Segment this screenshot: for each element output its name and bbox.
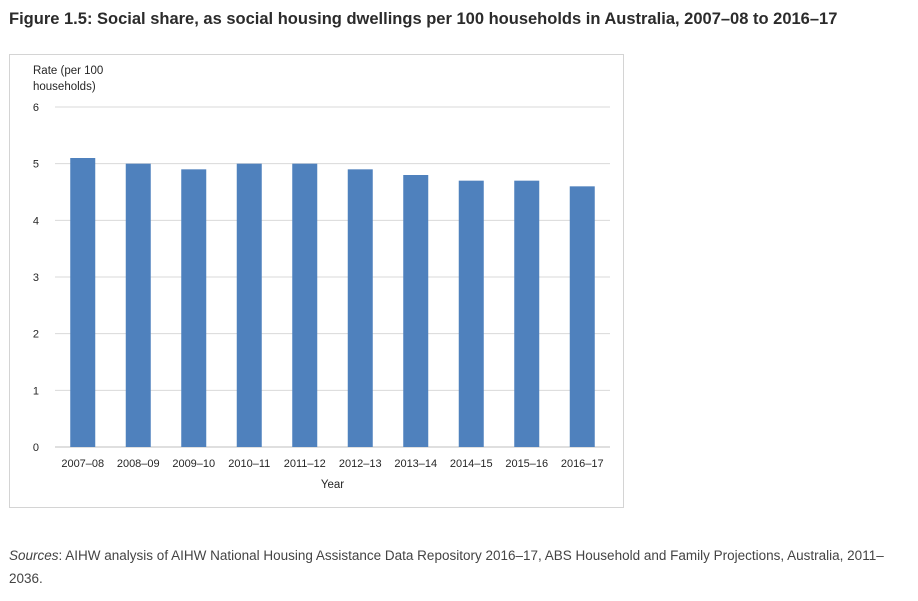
y-tick-label: 0: [33, 442, 39, 454]
x-tick-label: 2015–16: [505, 458, 548, 470]
bar-2008–09: [125, 163, 151, 447]
y-tick-label: 3: [33, 272, 39, 284]
x-tick-label: 2009–10: [172, 458, 215, 470]
bar-2015–16: [514, 180, 540, 447]
bar-chart: 0 1 2 3 4 5 6 Rate (per 100 households) 2007–08 20…: [33, 65, 610, 491]
bar-2011–12: [292, 163, 318, 447]
y-tick-label: 6: [33, 102, 39, 114]
bar-2007–08: [70, 158, 96, 447]
x-tick-label: 2012–13: [339, 458, 382, 470]
bar-2010–11: [236, 163, 262, 447]
x-tick-label: 2007–08: [61, 458, 104, 470]
figure-title: Figure 1.5: Social share, as social hous…: [9, 10, 838, 28]
x-tick-label: 2008–09: [117, 458, 160, 470]
y-axis-label: Rate (per 100: [33, 65, 103, 77]
x-tick-label: 2013–14: [394, 458, 437, 470]
sources-text: : AIHW analysis of AIHW National Housing…: [9, 548, 884, 586]
x-tick-label: 2014–15: [450, 458, 493, 470]
y-axis-label: households): [33, 81, 96, 93]
bar-2014–15: [458, 180, 484, 447]
bar-2012–13: [347, 169, 373, 447]
bar-2013–14: [403, 175, 429, 447]
y-tick-label: 4: [33, 215, 39, 227]
x-tick-label: 2010–11: [228, 458, 270, 470]
bar-2016–17: [569, 186, 595, 448]
x-tick-label: 2016–17: [561, 458, 604, 470]
chart-container: 0 1 2 3 4 5 6 Rate (per 100 households) 2007–08 20…: [9, 54, 624, 508]
sources-label: Sources: [9, 548, 59, 563]
bar-2009–10: [181, 169, 207, 447]
sources-note: Sources: AIHW analysis of AIHW National …: [9, 544, 909, 590]
y-tick-label: 5: [33, 159, 39, 171]
x-tick-label: 2011–12: [284, 458, 326, 470]
y-tick-label: 2: [33, 329, 39, 341]
x-axis-label: Year: [321, 479, 344, 491]
y-tick-label: 1: [33, 385, 39, 397]
